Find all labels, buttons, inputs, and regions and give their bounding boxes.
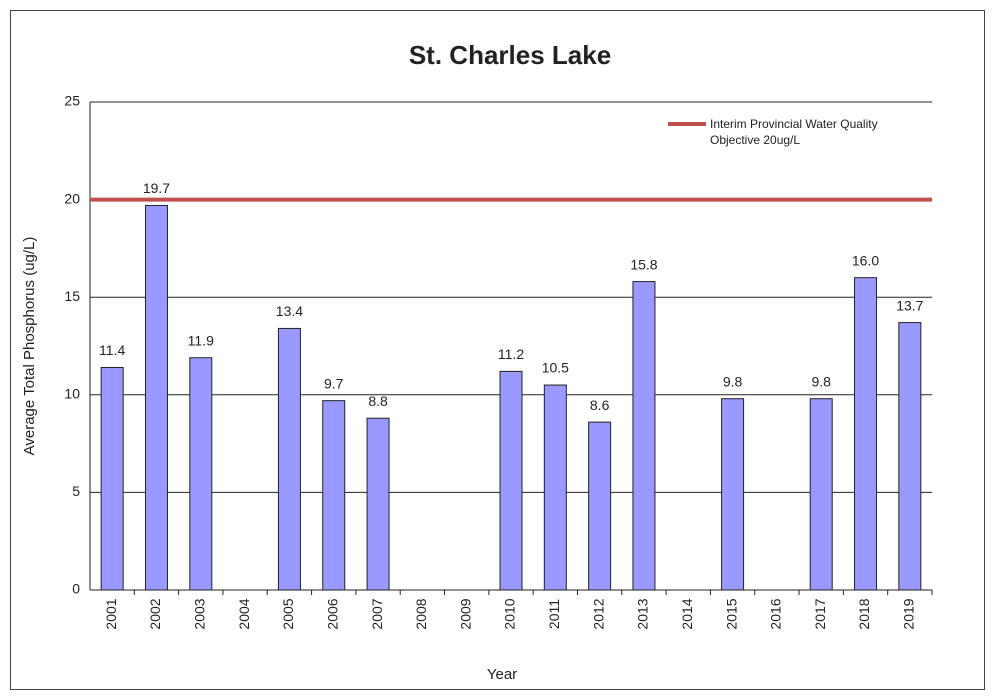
value-label: 13.4 — [276, 303, 303, 319]
frame — [10, 10, 985, 690]
x-tick-label: 2001 — [103, 598, 119, 629]
y-tick-label: 15 — [64, 288, 80, 304]
value-label: 16.0 — [852, 252, 879, 268]
x-tick-label: 2006 — [324, 598, 340, 629]
y-tick-label: 0 — [72, 581, 80, 597]
value-label: 11.9 — [188, 332, 214, 348]
bar — [499, 370, 523, 591]
bar — [100, 366, 124, 591]
bar — [277, 327, 301, 591]
bar — [854, 277, 878, 591]
value-label: 10.5 — [542, 360, 569, 376]
y-tick-label: 5 — [72, 483, 80, 499]
x-tick-label: 2010 — [502, 598, 518, 629]
x-tick-label: 2015 — [723, 598, 739, 629]
value-label: 8.8 — [368, 393, 388, 409]
y-tick-label: 10 — [64, 386, 80, 402]
x-tick-label: 2007 — [369, 598, 385, 629]
value-label: 9.8 — [723, 373, 743, 389]
y-tick-label: 25 — [64, 93, 80, 109]
legend-label: Interim Provincial Water Quality Objecti… — [710, 117, 878, 147]
bar — [809, 398, 833, 591]
x-tick-label: 2011 — [546, 599, 562, 629]
bar — [322, 400, 346, 591]
value-label: 13.7 — [896, 297, 923, 313]
x-axis-label: Year — [487, 666, 517, 683]
x-tick-label: 2017 — [812, 598, 828, 629]
bar — [543, 384, 567, 591]
x-tick-label: 2014 — [679, 598, 695, 629]
value-label: 19.7 — [143, 180, 170, 196]
bar — [632, 281, 656, 591]
x-tick-label: 2016 — [768, 598, 784, 629]
bar — [898, 322, 922, 591]
x-tick-label: 2002 — [147, 598, 163, 629]
x-tick-label: 2013 — [635, 598, 651, 629]
x-tick-label: 2009 — [457, 598, 473, 629]
x-tick-label: 2003 — [191, 598, 207, 629]
value-label: 8.6 — [590, 397, 610, 413]
x-tick-label: 2012 — [590, 598, 606, 629]
value-label: 9.8 — [811, 373, 831, 389]
chart-title: St. Charles Lake — [409, 40, 611, 70]
y-tick-label: 20 — [64, 190, 80, 206]
bar — [588, 421, 612, 591]
bar — [721, 398, 745, 591]
bar — [366, 417, 390, 591]
x-tick-label: 2004 — [236, 598, 252, 629]
x-tick-label: 2008 — [413, 598, 429, 629]
value-label: 9.7 — [324, 375, 344, 391]
bar — [189, 357, 213, 591]
value-label: 15.8 — [630, 256, 657, 272]
bar — [144, 204, 168, 591]
x-tick-label: 2019 — [901, 598, 917, 629]
value-label: 11.4 — [99, 342, 125, 358]
x-tick-label: 2018 — [856, 598, 872, 629]
y-axis-label: Average Total Phosphorus (ug/L) — [21, 237, 38, 456]
x-tick-label: 2005 — [280, 598, 296, 629]
value-label: 11.2 — [498, 346, 524, 362]
